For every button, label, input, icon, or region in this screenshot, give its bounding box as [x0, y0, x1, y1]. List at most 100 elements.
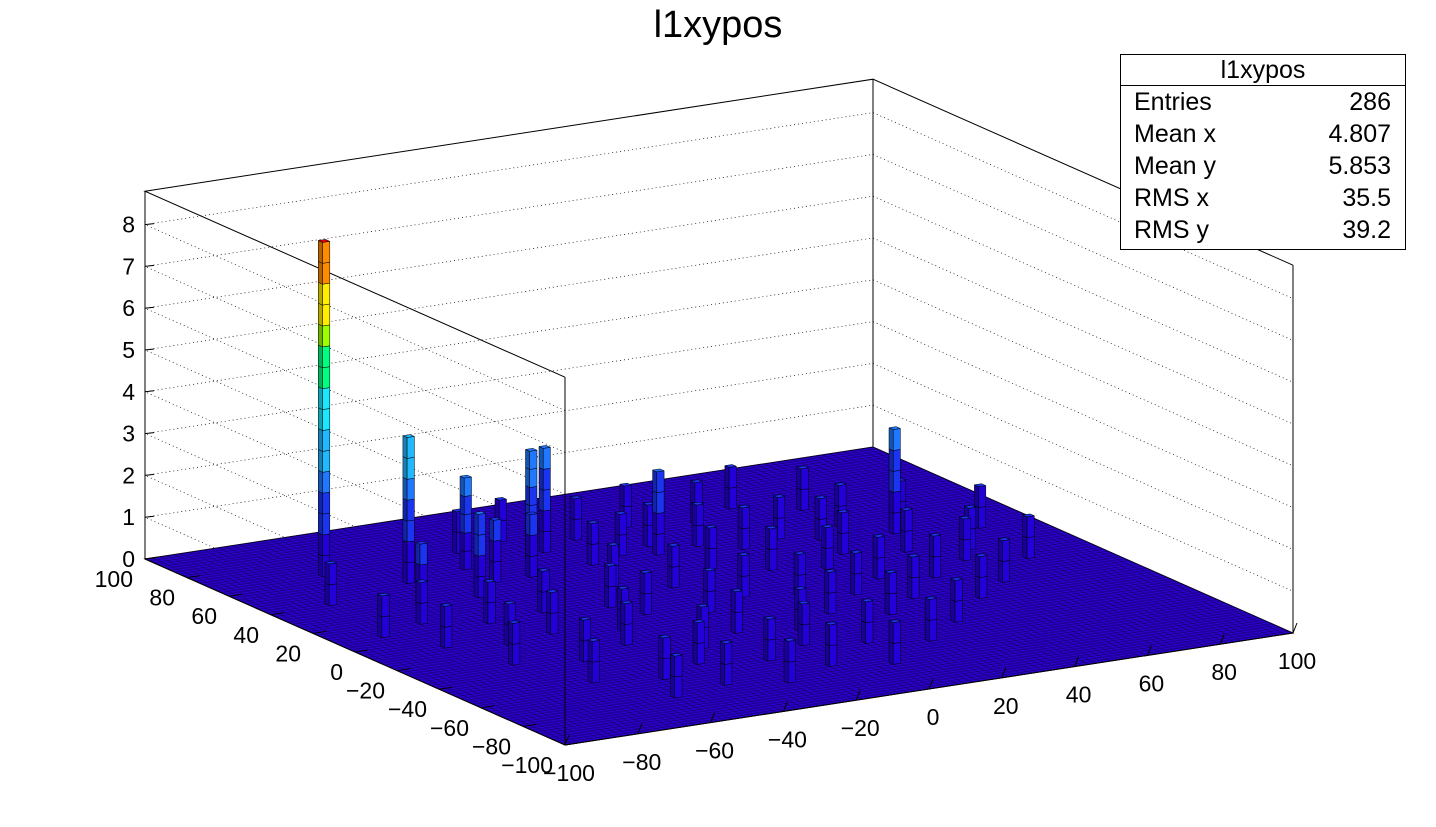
- bar-left-face: [489, 518, 494, 542]
- bar-top-face: [545, 589, 559, 593]
- floor-grid-line: [661, 479, 1082, 666]
- bar-left-face: [318, 386, 323, 410]
- stats-row-mean-x: Mean x 4.807: [1121, 118, 1405, 150]
- floor-grid-line: [270, 502, 1000, 615]
- chart-title: l1xypos: [653, 4, 783, 46]
- bar: [587, 638, 601, 684]
- bar-front-face: [767, 617, 776, 641]
- bar-left-face: [888, 620, 894, 644]
- bar-front-face: [876, 536, 885, 559]
- bar-front-face: [979, 555, 988, 578]
- bar-front-face: [741, 554, 750, 577]
- bar-top-face: [824, 621, 838, 626]
- z-tick-label: 1: [122, 504, 135, 530]
- bar-left-face: [1022, 514, 1028, 539]
- bar-top-face: [619, 600, 634, 605]
- y-tick-mark: [564, 742, 579, 746]
- bar-left-face: [318, 261, 323, 285]
- bar-front-face: [322, 303, 331, 327]
- bar-front-face: [724, 642, 733, 665]
- bar-front-face: [542, 447, 551, 470]
- bar-left-face: [814, 517, 820, 541]
- x-tick-mark: [710, 712, 716, 723]
- x-tick-mark: [1219, 634, 1225, 645]
- bar: [888, 426, 902, 535]
- bar-left-face: [929, 554, 934, 579]
- y-tick-mark: [228, 593, 243, 597]
- bar-front-face: [818, 497, 827, 520]
- floor-grid-line: [872, 446, 1294, 634]
- bar-front-face: [696, 621, 705, 644]
- bar-front-face: [963, 538, 971, 562]
- bar-top-face: [793, 551, 807, 555]
- bar: [1021, 513, 1036, 559]
- bar-left-face: [836, 510, 842, 535]
- bar-front-face: [608, 564, 617, 588]
- bar-top-face: [704, 524, 718, 529]
- bar-top-face: [772, 494, 786, 498]
- bar-left-face: [473, 533, 479, 557]
- bar-front-face: [933, 555, 942, 579]
- floor-grid-line: [516, 501, 937, 689]
- bar-front-face: [322, 450, 331, 473]
- bar-left-face: [929, 534, 934, 558]
- bar-left-face: [924, 597, 930, 621]
- bar-front-face: [498, 498, 507, 522]
- bar-front-face: [444, 605, 453, 628]
- bar-left-face: [765, 547, 770, 572]
- bar-front-face: [542, 467, 551, 491]
- bar-front-face: [724, 663, 733, 686]
- bar-left-face: [525, 512, 531, 537]
- bar-left-face: [525, 485, 530, 506]
- bar-left-face: [975, 575, 980, 599]
- bar-top-face: [586, 520, 600, 524]
- bar-front-face: [707, 590, 716, 614]
- bar-front-face: [892, 511, 901, 535]
- x-tick-label: 80: [1211, 659, 1237, 685]
- floor-grid-line: [858, 449, 1279, 636]
- bar-left-face: [773, 495, 778, 519]
- bar-front-face: [381, 594, 390, 618]
- bar: [507, 620, 521, 666]
- bar-left-face: [861, 620, 866, 644]
- bar-top-face: [642, 501, 656, 506]
- z-tick-mark: [144, 348, 155, 351]
- bar-top-face: [692, 619, 706, 623]
- bar-left-face: [415, 542, 421, 566]
- bar-front-face: [978, 506, 987, 529]
- bar-front-face: [529, 534, 538, 557]
- y-tick-label: 100: [95, 566, 133, 592]
- z-tick-label: 5: [122, 337, 135, 363]
- bar-front-face: [767, 638, 776, 662]
- bar-front-face: [406, 498, 415, 522]
- bar-left-face: [318, 553, 323, 578]
- floor-grid-line: [567, 493, 988, 681]
- bar-top-face: [415, 579, 429, 583]
- bar: [737, 504, 751, 551]
- bar-left-face: [824, 570, 830, 594]
- bar-left-face: [670, 654, 676, 678]
- x-tick-mark: [1146, 645, 1152, 656]
- bar-front-face: [322, 324, 331, 348]
- bar-front-face: [825, 547, 834, 570]
- bar-front-face: [904, 530, 913, 553]
- bar-front-face: [623, 484, 632, 508]
- bar-front-face: [892, 621, 901, 644]
- bar-front-face: [911, 555, 920, 579]
- bar-left-face: [642, 502, 648, 527]
- bar-top-face: [836, 509, 850, 514]
- bar-left-face: [737, 505, 743, 530]
- bar-front-face: [1002, 560, 1010, 583]
- floor-grid-line: [807, 456, 1228, 644]
- bar-left-face: [318, 470, 323, 494]
- bar-front-face: [876, 556, 885, 580]
- bar: [494, 497, 508, 543]
- bar-left-face: [872, 535, 878, 559]
- bar-top-face: [401, 434, 416, 438]
- bar-front-face: [328, 583, 337, 607]
- bar-front-face: [662, 636, 671, 660]
- stats-title: l1xypos: [1121, 55, 1405, 86]
- z-tick-label: 6: [122, 295, 135, 321]
- bar-front-face: [954, 600, 963, 623]
- z-tick-mark: [144, 264, 155, 267]
